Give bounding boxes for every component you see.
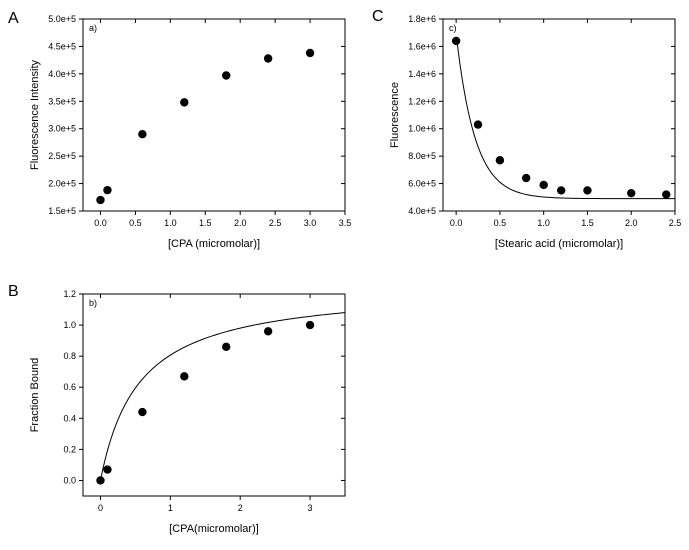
data-point [627,189,635,197]
x-tick-label: 1.0 [164,218,177,228]
x-tick-label: 2.0 [234,218,247,228]
y-tick-label: 0.0 [63,475,76,485]
y-tick-label: 0.6 [63,382,76,392]
panel-b: 0 1 2 3 0.0 0.2 0.4 0.6 0.8 1.0 1.2 [CPA(micromolar… [25,280,355,540]
y-tick-label: 1.8e+6 [408,14,436,24]
data-point [583,186,591,194]
y-tick-label: 2.0e+5 [48,179,76,189]
y-tick-label: 3.5e+5 [48,96,76,106]
y-tick-label: 5.0e+5 [48,14,76,24]
data-point [306,49,314,57]
panel-a-label: A [8,10,19,28]
y-tick-label: 1.5e+5 [48,206,76,216]
panel-c-label: C [372,8,384,26]
y-tick-label: 0.8 [63,351,76,361]
x-axis-label: [CPA (micromolar)] [168,238,260,250]
data-point [222,71,230,79]
y-tick-label: 1.0e+6 [408,124,436,134]
data-point [180,372,188,380]
x-tick-label: 1.5 [199,218,212,228]
fit-curve [100,313,345,481]
y-tick-label: 3.0e+5 [48,124,76,134]
inner-panel-label: c) [449,23,457,33]
data-point [474,120,482,128]
x-tick-label: 1 [168,503,173,513]
x-tick-label: 1.0 [537,218,550,228]
y-tick-label: 6.0e+5 [408,179,436,189]
y-tick-label: 2.5e+5 [48,151,76,161]
chart-b: 0 1 2 3 0.0 0.2 0.4 0.6 0.8 1.0 1.2 [CPA(micromolar… [25,280,355,540]
panel-a: 0.0 0.5 1.0 1.5 2.0 2.5 3.0 3.5 1.5e+5 2.0e+5 2.5e… [25,5,355,255]
y-tick-label: 1.2 [63,289,76,299]
x-tick-label: 0.5 [494,218,507,228]
data-point [264,54,272,62]
data-point [264,327,272,335]
x-tick-label: 0.5 [129,218,142,228]
y-tick-label: 4.0e+5 [408,206,436,216]
y-tick-label: 4.0e+5 [48,69,76,79]
y-axis-label: Fluorescence [389,82,401,148]
panel-c: 0.0 0.5 1.0 1.5 2.0 2.5 4.0e+5 6.0e+5 8.0e+5 1.0e… [385,5,685,255]
y-tick-label: 1.0 [63,320,76,330]
x-axis-label: [CPA(micromolar)] [169,523,259,535]
y-tick-label: 1.6e+6 [408,41,436,51]
inner-panel-label: a) [89,23,97,33]
data-point [539,181,547,189]
data-point [138,130,146,138]
data-point [522,174,530,182]
data-point [222,343,230,351]
x-axis-label: [Stearic acid (micromolar)] [495,238,623,250]
data-point [96,196,104,204]
plot-box [83,19,345,211]
data-point [138,408,146,416]
x-tick-label: 3.0 [304,218,317,228]
y-tick-label: 8.0e+5 [408,151,436,161]
x-tick-label: 2 [238,503,243,513]
plot-box [83,294,345,496]
data-point [96,476,104,484]
y-tick-label: 1.2e+6 [408,96,436,106]
x-tick-label: 0.0 [94,218,107,228]
x-tick-label: 2.0 [625,218,638,228]
panel-b-label: B [8,283,19,301]
x-tick-label: 3.5 [339,218,352,228]
data-point [452,37,460,45]
data-point [662,190,670,198]
inner-panel-label: b) [89,298,97,308]
x-tick-label: 3 [308,503,313,513]
y-tick-label: 0.4 [63,413,76,423]
data-point [103,186,111,194]
data-point [496,156,504,164]
data-point [557,186,565,194]
data-point [180,98,188,106]
x-tick-label: 2.5 [669,218,682,228]
fit-curve [457,38,675,199]
y-axis-label: Fraction Bound [29,358,41,433]
data-point [103,465,111,473]
data-point [306,321,314,329]
y-tick-label: 4.5e+5 [48,41,76,51]
y-axis-label: Fluorescence Intensity [29,59,41,170]
plot-box [443,19,675,211]
figure-root: A 0.0 0.5 1.0 1.5 2.0 2.5 3.0 3.5 1.5e+5 2.0e+5 2.… [0,0,689,550]
chart-a: 0.0 0.5 1.0 1.5 2.0 2.5 3.0 3.5 1.5e+5 2.0e+5 2.5e… [25,5,355,255]
x-tick-label: 0.0 [450,218,463,228]
y-tick-label: 0.2 [63,444,76,454]
chart-c: 0.0 0.5 1.0 1.5 2.0 2.5 4.0e+5 6.0e+5 8.0e+5 1.0e… [385,5,685,255]
y-tick-label: 1.4e+6 [408,69,436,79]
x-tick-label: 2.5 [269,218,282,228]
x-tick-label: 1.5 [581,218,594,228]
x-tick-label: 0 [98,503,103,513]
